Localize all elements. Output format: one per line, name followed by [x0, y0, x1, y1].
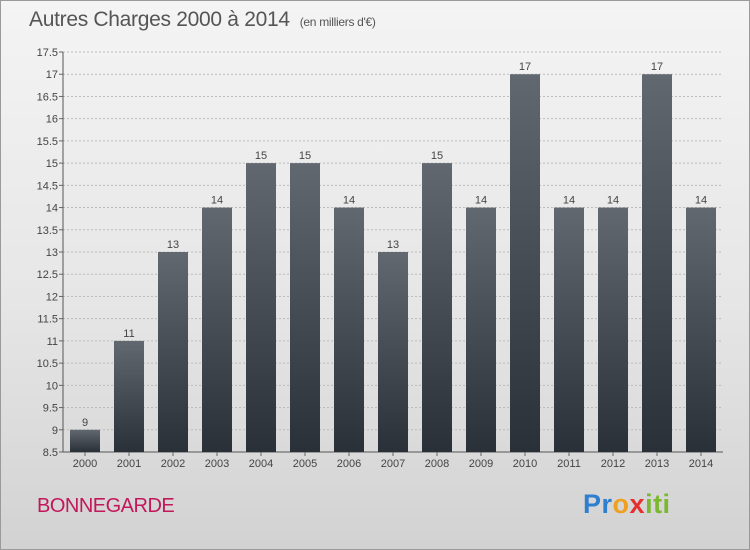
x-tick-label: 2011 [557, 458, 581, 470]
x-tick-label: 2007 [381, 458, 405, 470]
bar-value-label: 14 [607, 195, 619, 207]
bar-2014[interactable] [686, 207, 716, 452]
y-tick-label: 10 [46, 380, 58, 392]
y-tick-label: 9 [52, 425, 58, 437]
y-axis: 8.5 9 9.5 10 10.5 11 11.5 12 12.5 13 13.5 14 14.5 15 1… [37, 47, 723, 459]
bar-2003[interactable] [202, 207, 232, 452]
x-tick-label: 2003 [205, 458, 229, 470]
x-tick-label: 2008 [425, 458, 449, 470]
bar-2009[interactable] [466, 207, 496, 452]
x-tick-label: 2010 [513, 458, 537, 470]
y-tick-label: 11 [47, 336, 58, 348]
x-tick-label: 2000 [73, 458, 97, 470]
y-tick-label: 15 [46, 158, 58, 170]
location-label: BONNEGARDE [37, 495, 175, 517]
y-tick-label: 17.5 [37, 47, 58, 59]
y-tick-label: 16.5 [37, 91, 58, 103]
bar-2004[interactable] [246, 163, 276, 452]
y-tick-label: 14.5 [37, 180, 58, 192]
y-tick-label: 12 [46, 291, 58, 303]
bar-2006[interactable] [334, 207, 364, 452]
y-tick-label: 16 [46, 114, 58, 126]
bar-value-label: 15 [431, 150, 443, 162]
chart-title-main: Autres Charges 2000 à 2014 [29, 8, 290, 31]
bar-2001[interactable] [114, 340, 144, 452]
x-tick-label: 2005 [293, 458, 317, 470]
bar-value-label: 11 [123, 328, 134, 340]
bar-2013[interactable] [642, 74, 672, 452]
bar-2000[interactable] [70, 429, 100, 452]
bar-value-label: 14 [475, 195, 487, 207]
bar-2008[interactable] [422, 163, 452, 452]
bar-value-label: 13 [167, 239, 179, 251]
x-tick-label: 2014 [689, 458, 713, 470]
bar-value-label: 15 [299, 150, 311, 162]
y-tick-label: 11.5 [37, 314, 58, 326]
y-tick-label: 12.5 [37, 269, 58, 281]
x-tick-label: 2001 [117, 458, 141, 470]
y-tick-label: 8.5 [43, 447, 58, 459]
x-axis-labels: 2000 2001 2002 2003 2004 2005 2006 2007 2008 2009… [73, 452, 713, 470]
x-tick-label: 2012 [601, 458, 625, 470]
bar-value-label: 17 [519, 61, 531, 73]
bar-value-label: 17 [651, 61, 663, 73]
y-tick-label: 9.5 [43, 403, 58, 415]
x-tick-label: 2002 [161, 458, 185, 470]
y-tick-label: 13.5 [37, 225, 58, 237]
y-tick-label: 14 [46, 203, 58, 215]
y-tick-label: 17 [46, 69, 58, 81]
bar-2005[interactable] [290, 163, 320, 452]
bar-value-label: 15 [255, 150, 267, 162]
bar-2007[interactable] [378, 252, 408, 452]
x-tick-label: 2009 [469, 458, 493, 470]
proxiti-logo[interactable]: Proxiti [583, 489, 671, 519]
y-tick-label: 15.5 [37, 136, 58, 148]
chart-title: Autres Charges 2000 à 2014 (en milliers d… [29, 8, 376, 32]
y-tick-label: 13 [46, 247, 58, 259]
bar-2012[interactable] [598, 207, 628, 452]
y-tick-label: 10.5 [37, 358, 58, 370]
bar-2010[interactable] [510, 74, 540, 452]
bar-value-label: 14 [563, 195, 575, 207]
chart-subtitle: (en milliers d'€) [299, 15, 376, 29]
x-tick-label: 2006 [337, 458, 361, 470]
bar-2011[interactable] [554, 207, 584, 452]
bar-value-label: 14 [343, 195, 355, 207]
bar-value-label: 9 [82, 417, 88, 429]
bar-2002[interactable] [158, 252, 188, 452]
bars: 9 11 13 14 15 15 14 13 15 14 17 14 14 17 14 [70, 61, 716, 452]
x-tick-label: 2004 [249, 458, 273, 470]
bar-value-label: 14 [211, 195, 223, 207]
bar-value-label: 14 [695, 195, 707, 207]
x-tick-label: 2013 [645, 458, 669, 470]
bar-value-label: 13 [387, 239, 399, 251]
